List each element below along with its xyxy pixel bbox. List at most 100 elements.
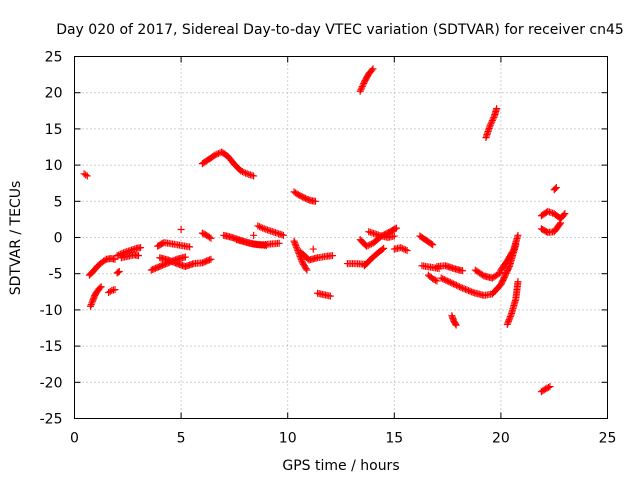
x-tick-label: 20	[492, 431, 510, 447]
data-point	[451, 281, 459, 289]
plot-frame	[74, 56, 608, 419]
x-tick-label: 15	[385, 431, 403, 447]
series-arc22	[314, 289, 334, 300]
series-arc12	[198, 229, 215, 242]
x-axis-label: GPS time / hours	[282, 458, 399, 474]
series-arc10	[156, 254, 215, 270]
data-point	[358, 84, 366, 92]
data-point	[302, 265, 310, 273]
data-point	[556, 220, 564, 228]
series-arc29	[416, 232, 437, 249]
data-point	[397, 244, 405, 252]
data-point	[446, 278, 454, 286]
data-point	[557, 219, 565, 227]
y-axis-label: SDTVAR / TECUs	[8, 181, 24, 296]
data-point	[545, 383, 553, 391]
series-arc33	[448, 312, 460, 329]
y-tick-label: 10	[45, 158, 63, 174]
data-point	[445, 278, 453, 286]
data-point	[490, 113, 498, 121]
x-axis-ticks: 0 5 10 15 20 25	[70, 56, 617, 447]
data-point	[454, 282, 462, 290]
series-arc27	[365, 228, 398, 241]
data-point	[113, 252, 121, 260]
data-point	[240, 168, 248, 176]
data-point	[309, 245, 317, 253]
data-point	[279, 231, 287, 239]
data-point	[259, 224, 267, 232]
data-point	[561, 210, 569, 218]
data-point	[391, 225, 399, 233]
data-point	[368, 66, 376, 74]
x-tick-label: 25	[599, 431, 617, 447]
data-point	[206, 256, 214, 264]
y-tick-label: 25	[45, 50, 63, 66]
data-point	[440, 275, 448, 283]
data-point	[207, 234, 215, 242]
data-point	[489, 115, 497, 123]
data-point	[238, 168, 246, 176]
y-tick-label: 0	[54, 231, 63, 247]
data-point	[455, 283, 463, 291]
y-tick-label: -25	[40, 412, 63, 428]
y-axis-ticks: -25 -20 -15 -10 -5 0 5 10 15 20 25	[40, 50, 608, 428]
data-point	[505, 316, 513, 324]
data-point	[457, 283, 465, 291]
y-tick-label: 15	[45, 122, 63, 138]
data-point	[486, 121, 494, 129]
data-point	[115, 268, 123, 276]
data-point	[326, 292, 334, 300]
data-point	[506, 314, 514, 322]
data-point	[134, 252, 142, 260]
series-arc36	[482, 105, 501, 142]
data-point	[369, 65, 377, 73]
data-point	[432, 276, 440, 284]
data-point	[297, 256, 305, 264]
data-point	[211, 151, 219, 159]
data-point	[358, 83, 366, 91]
data-point	[514, 278, 522, 286]
data-point	[493, 105, 501, 113]
data-point	[509, 247, 517, 255]
series-arc31	[424, 271, 441, 285]
data-point	[439, 275, 447, 283]
series-arc15	[233, 236, 283, 249]
data-point	[111, 286, 119, 294]
data-point	[291, 239, 299, 247]
series-arc21	[309, 245, 317, 253]
data-point	[378, 245, 386, 253]
x-tick-label: 10	[279, 431, 297, 447]
series-arc01	[80, 170, 91, 180]
data-point	[359, 81, 367, 89]
y-tick-label: -20	[40, 375, 63, 391]
data-point	[275, 239, 283, 247]
data-point	[114, 268, 122, 276]
chart-title: Day 020 of 2017, Sidereal Day-to-day VTE…	[56, 22, 624, 38]
series-arc17	[250, 231, 258, 239]
grid	[74, 56, 608, 419]
data-point	[328, 252, 336, 260]
data-point	[504, 319, 512, 327]
data-points	[80, 65, 569, 396]
data-point	[488, 118, 496, 126]
series-arc05	[113, 268, 123, 277]
series-arc32	[433, 262, 467, 275]
data-point	[459, 267, 467, 275]
data-point	[505, 264, 513, 272]
data-point	[427, 240, 435, 248]
data-point	[356, 87, 364, 95]
series-arc07	[117, 251, 142, 262]
y-tick-label: -10	[40, 303, 63, 319]
data-point	[303, 266, 311, 274]
series-arc28	[390, 244, 411, 255]
x-tick-label: 0	[70, 431, 79, 447]
data-point	[250, 231, 258, 239]
series-arc37	[497, 231, 522, 274]
data-point	[106, 287, 114, 295]
data-point	[505, 317, 513, 325]
data-point	[403, 247, 411, 255]
data-point	[213, 150, 221, 158]
data-point	[83, 172, 91, 180]
series-arc11	[177, 226, 185, 234]
data-point	[207, 255, 215, 263]
